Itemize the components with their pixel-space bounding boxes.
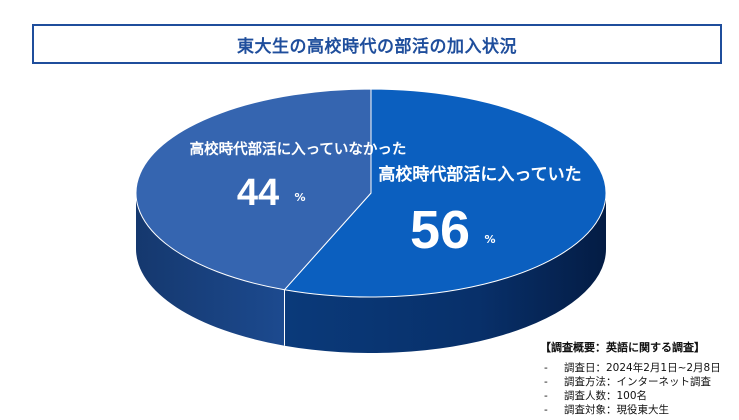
survey-item-date: - 調査日：2024年2月1日~2月8日: [544, 362, 721, 374]
chart-title: 東大生の高校時代の部活の加入状況: [32, 24, 722, 64]
survey-heading: 【調査概要：英語に関する調査】: [540, 341, 705, 354]
survey-item-target: - 調査対象：現役東大生: [544, 404, 669, 416]
pie-tops: [135, 88, 607, 298]
pie-slice-0: [283, 88, 607, 298]
slice-unit-0: %: [484, 233, 495, 246]
slice-value-0: 56: [410, 200, 470, 260]
pie-side-0: [284, 193, 606, 354]
slice-label-0: 高校時代部活に入っていた: [378, 164, 581, 185]
slice-label-1: 高校時代部活に入っていなかった: [190, 140, 407, 158]
slice-unit-1: %: [294, 191, 305, 204]
pie-slice-1: [135, 88, 372, 291]
survey-summary: 【調査概要：英語に関する調査】 - 調査日：2024年2月1日~2月8日 - 調査方…: [540, 339, 735, 417]
survey-item-count: - 調査人数：100名: [544, 390, 648, 402]
survey-item-method: - 調査方法：インターネット調査: [544, 376, 711, 388]
pie-labels: 高校時代部活に入っていた 56 % 高校時代部活に入っていなかった 44%: [190, 140, 582, 260]
slice-value-1: 44: [237, 172, 279, 214]
